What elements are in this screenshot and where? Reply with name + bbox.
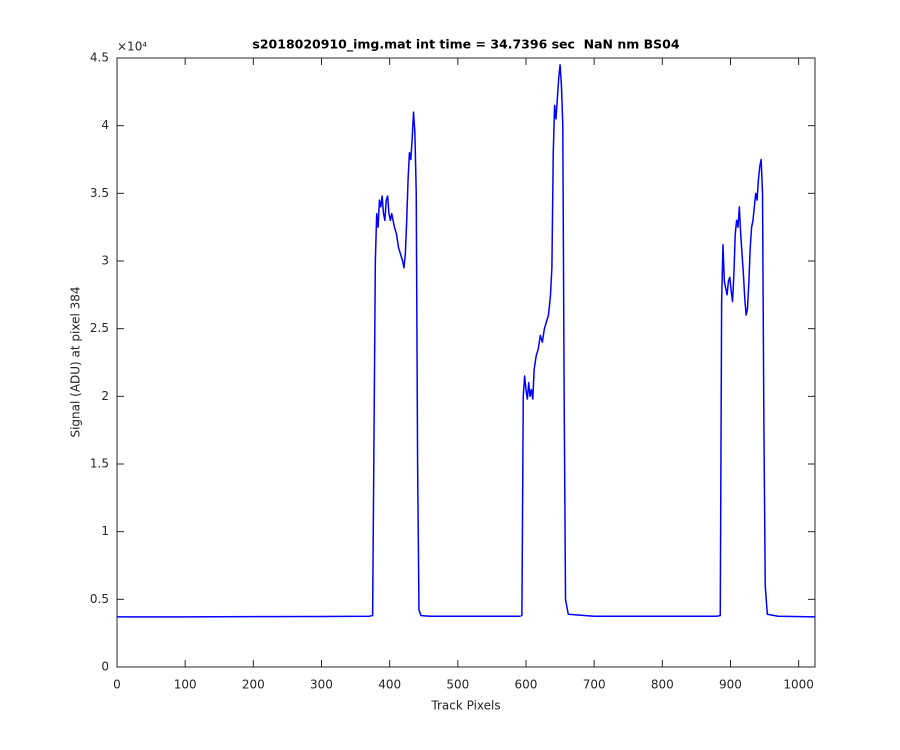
chart-title: s2018020910_img.mat int time = 34.7396 s… xyxy=(252,37,679,53)
y-tick-label: 3.5 xyxy=(90,186,109,200)
y-tick-label: 0.5 xyxy=(90,592,109,606)
x-tick-label: 600 xyxy=(515,678,538,692)
line-series xyxy=(117,64,816,618)
x-tick-label: 1000 xyxy=(783,678,814,692)
y-tick-label: 2.5 xyxy=(90,321,109,335)
y-tick-label: 2 xyxy=(101,389,109,403)
y-tick-label: 3 xyxy=(101,254,109,268)
x-tick-label: 900 xyxy=(719,678,742,692)
y-tick-label: 4 xyxy=(101,118,109,132)
y-tick-label: 0 xyxy=(101,660,109,674)
x-tick-label: 700 xyxy=(583,678,606,692)
x-tick-label: 400 xyxy=(378,678,401,692)
x-tick-label: 500 xyxy=(446,678,469,692)
y-tick-label: 4.5 xyxy=(90,51,109,65)
y-multiplier: ×10⁴ xyxy=(117,40,147,54)
x-tick-label: 800 xyxy=(651,678,674,692)
x-axis-label: Track Pixels xyxy=(430,699,500,713)
y-axis-label: Signal (ADU) at pixel 384 xyxy=(69,286,83,437)
x-tick-label: 0 xyxy=(113,678,121,692)
x-tick-label: 300 xyxy=(310,678,333,692)
y-tick-label: 1.5 xyxy=(90,457,109,471)
x-tick-label: 200 xyxy=(242,678,265,692)
y-tick-label: 1 xyxy=(101,524,109,538)
axes-box xyxy=(116,57,816,668)
x-tick-label: 100 xyxy=(174,678,197,692)
